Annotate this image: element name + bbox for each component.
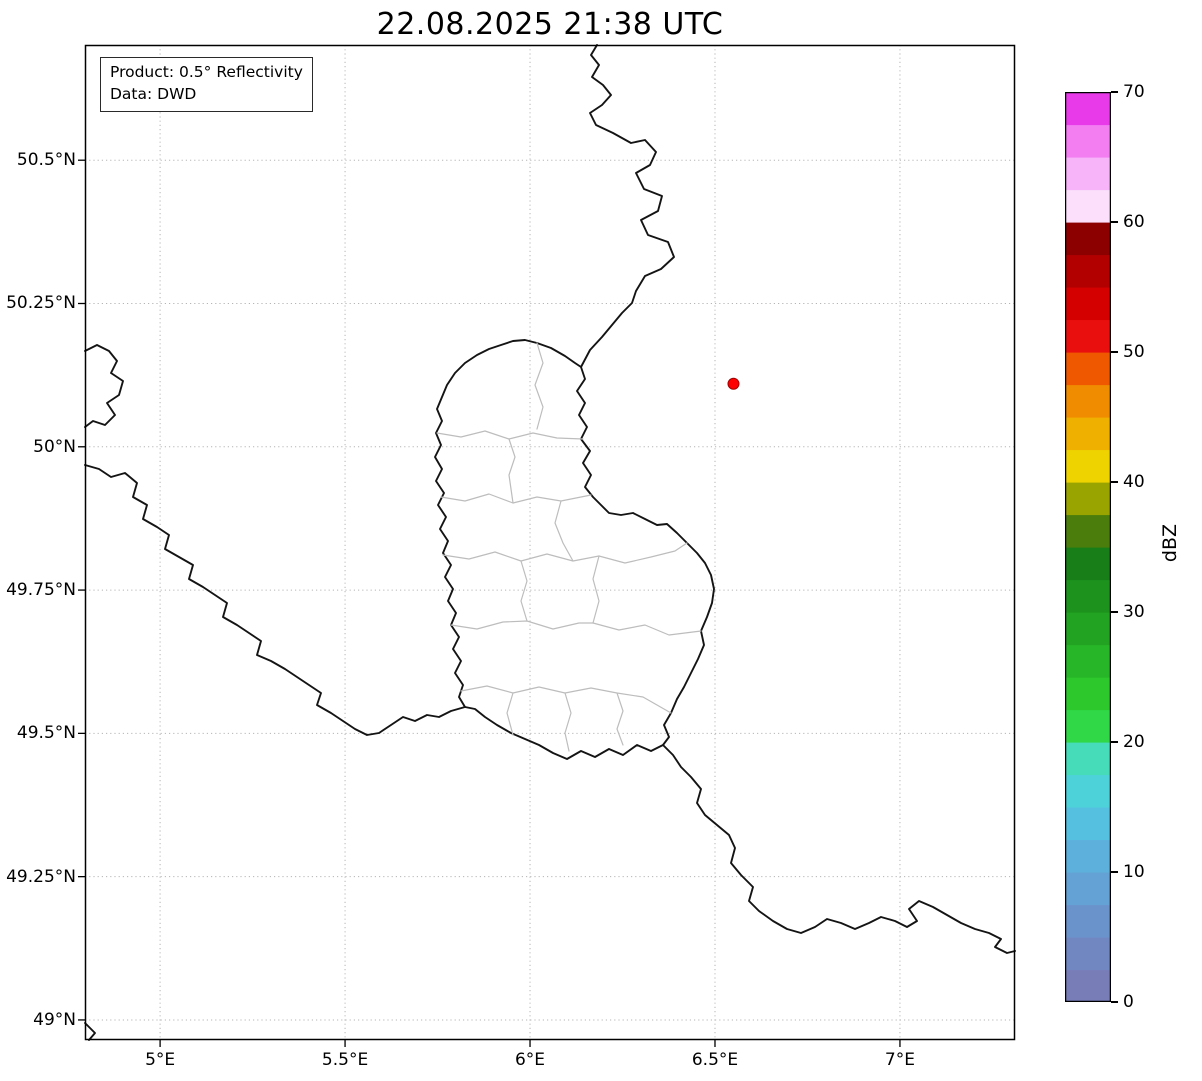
colorbar-tick-label: 0 bbox=[1123, 992, 1134, 1012]
colorbar-segment bbox=[1065, 644, 1111, 678]
colorbar-frame bbox=[1065, 92, 1111, 1002]
product-info-box: Product: 0.5° Reflectivity Data: DWD bbox=[100, 57, 313, 112]
colorbar-segment bbox=[1065, 579, 1111, 613]
canton-boundary bbox=[554, 500, 574, 562]
colorbar-segment bbox=[1065, 937, 1111, 971]
canton-boundary bbox=[460, 685, 672, 714]
colorbar-tick-label: 10 bbox=[1123, 862, 1145, 882]
colorbar-segment bbox=[1065, 417, 1111, 451]
colorbar-segment bbox=[1065, 287, 1111, 321]
colorbar-tick bbox=[1111, 91, 1118, 93]
colorbar-tick-label: 50 bbox=[1123, 342, 1145, 362]
colorbar-segment bbox=[1065, 482, 1111, 516]
country-borders bbox=[84, 44, 1016, 1041]
colorbar-tick-label: 30 bbox=[1123, 602, 1145, 622]
colorbar-segment bbox=[1065, 449, 1111, 483]
colorbar-tick bbox=[1111, 351, 1118, 353]
canton-boundary bbox=[564, 692, 572, 752]
border-france-belgium-west-loop bbox=[84, 344, 124, 428]
colorbar-tick-label: 70 bbox=[1123, 82, 1145, 102]
y-tick-label: 50.25°N bbox=[6, 293, 76, 314]
colorbar-segment bbox=[1065, 904, 1111, 938]
canton-boundary bbox=[440, 493, 592, 504]
y-tick-label: 49.75°N bbox=[6, 580, 76, 601]
colorbar-tick-label: 40 bbox=[1123, 472, 1145, 492]
colorbar-segment bbox=[1065, 222, 1111, 256]
gridlines bbox=[85, 45, 1015, 1040]
x-tick-label: 7°E bbox=[884, 1050, 915, 1070]
colorbar-tick bbox=[1111, 871, 1118, 873]
y-tick-label: 49.5°N bbox=[16, 723, 76, 744]
colorbar-tick bbox=[1111, 611, 1118, 613]
colorbar-tick bbox=[1111, 741, 1118, 743]
colorbar-segment bbox=[1065, 514, 1111, 548]
colorbar-segment bbox=[1065, 547, 1111, 581]
colorbar-segment bbox=[1065, 352, 1111, 386]
colorbar-segment bbox=[1065, 872, 1111, 906]
border-belgium-germany bbox=[580, 44, 675, 368]
x-tick-label: 5.5°E bbox=[321, 1050, 369, 1070]
colorbar-segment bbox=[1065, 774, 1111, 808]
y-tick-label: 49.25°N bbox=[6, 866, 76, 887]
border-france-germany bbox=[662, 744, 1016, 954]
colorbar-label: dBZ bbox=[1159, 523, 1181, 563]
colorbar-tick bbox=[1111, 1001, 1118, 1003]
y-tick-label: 50.5°N bbox=[16, 150, 76, 171]
axis-ticks bbox=[78, 159, 901, 1047]
colorbar-segment bbox=[1065, 807, 1111, 841]
colorbar-tick-label: 20 bbox=[1123, 732, 1145, 752]
canton-boundary bbox=[436, 430, 584, 440]
data-source-line: Data: DWD bbox=[110, 85, 197, 104]
colorbar-tick bbox=[1111, 481, 1118, 483]
product-line: Product: 0.5° Reflectivity bbox=[110, 63, 303, 81]
plot-title: 22.08.2025 21:38 UTC bbox=[376, 7, 724, 42]
canton-boundary bbox=[592, 555, 600, 624]
colorbar-segment bbox=[1065, 839, 1111, 873]
colorbar-segment bbox=[1065, 384, 1111, 418]
canton-borders bbox=[436, 342, 702, 752]
y-tick-label: 50°N bbox=[33, 436, 76, 457]
x-tick-label: 6°E bbox=[514, 1050, 546, 1070]
border-france-belgium bbox=[84, 464, 466, 736]
colorbar-tick-label: 60 bbox=[1123, 212, 1145, 232]
border-corner-fragment bbox=[84, 1022, 96, 1041]
canton-boundary bbox=[508, 438, 516, 504]
colorbar-tick bbox=[1111, 221, 1118, 223]
map-canvas bbox=[78, 44, 1016, 1047]
canton-boundary bbox=[506, 692, 514, 736]
radar-site-marker bbox=[727, 377, 740, 390]
colorbar-segment bbox=[1065, 709, 1111, 743]
colorbar-segment bbox=[1065, 189, 1111, 223]
colorbar-segment bbox=[1065, 157, 1111, 191]
colorbar-segment bbox=[1065, 612, 1111, 646]
plot-frame bbox=[84, 44, 1016, 1041]
canton-boundary bbox=[520, 560, 528, 622]
colorbar-segment bbox=[1065, 124, 1111, 158]
colorbar-segment bbox=[1065, 92, 1111, 126]
canton-boundary bbox=[534, 342, 544, 430]
colorbar bbox=[1065, 92, 1111, 1002]
canton-boundary bbox=[616, 692, 624, 746]
y-tick-label: 49°N bbox=[33, 1009, 76, 1030]
colorbar-segment bbox=[1065, 969, 1111, 1002]
canton-boundary bbox=[450, 620, 702, 636]
x-tick-label: 5°E bbox=[145, 1050, 176, 1070]
colorbar-segment bbox=[1065, 742, 1111, 776]
luxembourg-outline bbox=[434, 339, 715, 760]
x-tick-label: 6.5°E bbox=[691, 1050, 739, 1070]
map-plot-area bbox=[78, 44, 1016, 1047]
colorbar-segment bbox=[1065, 677, 1111, 711]
colorbar-segment bbox=[1065, 319, 1111, 353]
colorbar-segment bbox=[1065, 254, 1111, 288]
